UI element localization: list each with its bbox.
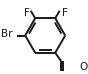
Text: Br: Br [1,29,12,39]
Text: O: O [79,62,87,72]
Text: F: F [62,8,67,18]
Text: F: F [24,8,30,18]
